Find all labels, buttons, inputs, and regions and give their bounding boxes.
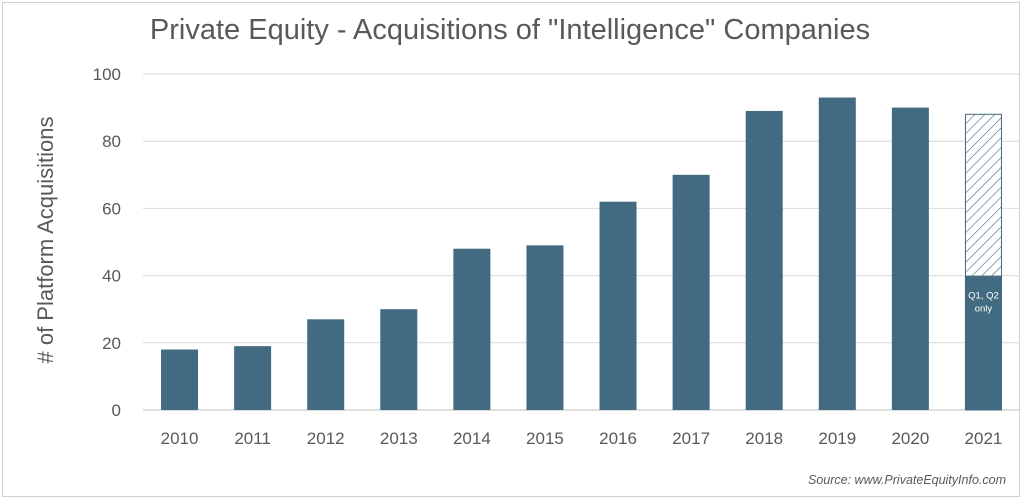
gridlines [143, 73, 1020, 411]
y-tick-label: 0 [112, 401, 121, 420]
bar-2018 [745, 110, 783, 411]
bar-2010 [161, 349, 199, 410]
bar-annotation: only [975, 304, 993, 315]
bar-2021 [964, 275, 1002, 410]
x-tick-label: 2014 [453, 429, 491, 448]
x-tick-label: 2011 [234, 429, 271, 448]
x-tick-label: 2013 [380, 429, 418, 448]
bar-annotation: Q1, Q2 [968, 291, 999, 302]
bar-2017 [672, 174, 710, 410]
x-tick-label: 2018 [745, 429, 783, 448]
y-tick-label: 100 [93, 65, 121, 84]
x-tick-label: 2015 [526, 429, 564, 448]
x-tick-label: 2017 [672, 429, 710, 448]
chart-title: Private Equity - Acquisitions of "Intell… [149, 14, 871, 46]
bar-2019 [818, 97, 856, 411]
bar-2012 [307, 319, 345, 410]
tick-labels: 0 20 40 60 80 100 2010 2011 2012 2013 2014 2015 2016… [93, 65, 1003, 448]
bar-2011 [234, 346, 272, 410]
source-note: Source: www.PrivateEquityInfo.com [808, 473, 1006, 487]
y-tick-label: 40 [102, 267, 121, 286]
x-tick-label: 2012 [307, 429, 345, 448]
x-tick-label: 2016 [599, 429, 637, 448]
y-tick-label: 80 [102, 132, 121, 151]
bar-2013 [380, 309, 418, 410]
y-tick-label: 20 [102, 334, 121, 353]
bar-2014 [453, 248, 491, 410]
bar-2020 [891, 107, 929, 410]
bar-2015 [526, 245, 564, 410]
bars [161, 97, 1002, 411]
x-tick-label: 2019 [818, 429, 856, 448]
x-tick-label: 2010 [161, 429, 199, 448]
x-tick-label: 2021 [965, 429, 1003, 448]
x-tick-label: 2020 [891, 429, 929, 448]
y-tick-label: 60 [102, 199, 121, 218]
bar-2016 [599, 201, 637, 410]
